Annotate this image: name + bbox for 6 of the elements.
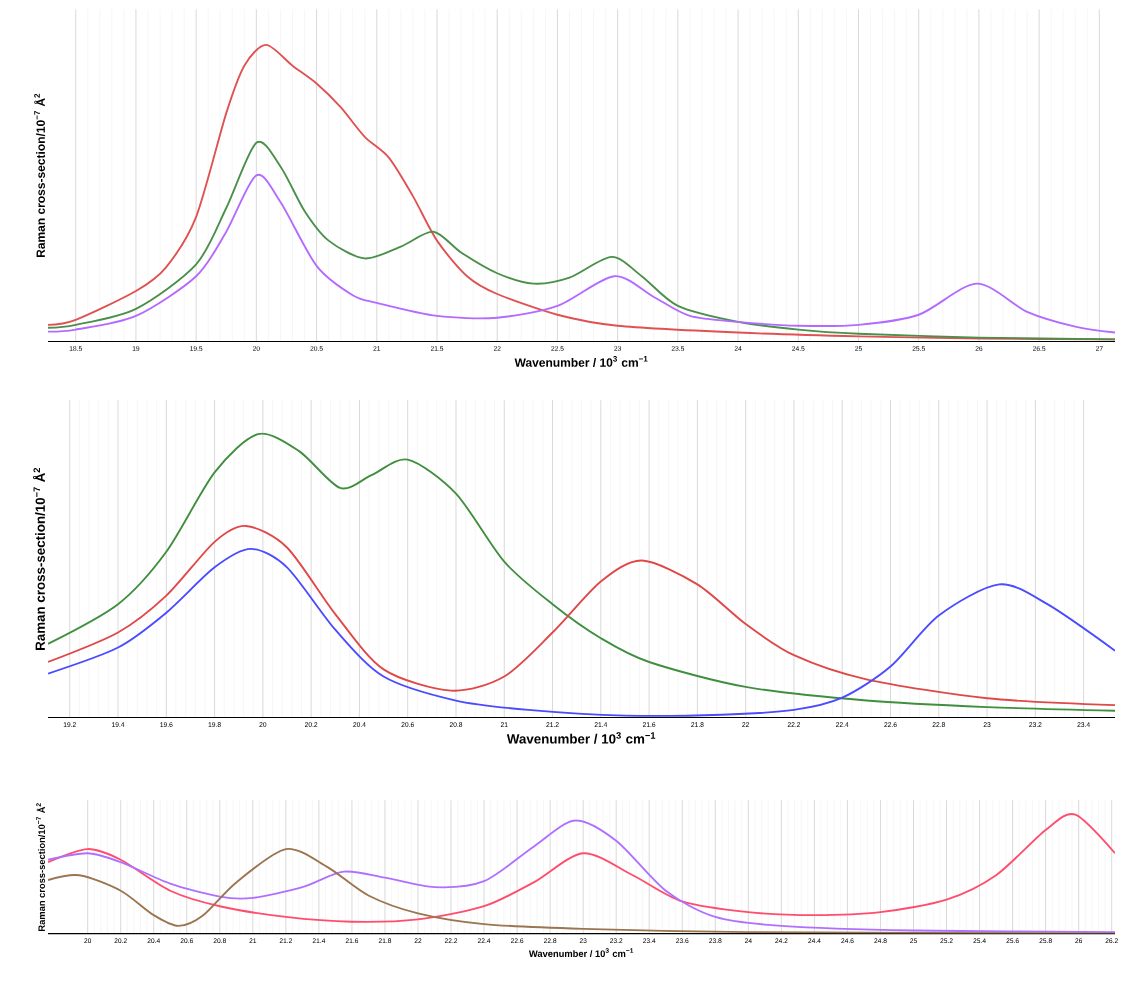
y-axis-title: Raman cross-section/10$^{−7}$ Å$^{2}$	[36, 803, 46, 932]
y-axis-title: Raman cross-section/10$^{−7}$ Å$^{2}$	[33, 467, 46, 650]
y-axis-title: Raman cross-section/10$^{−7}$ Å$^{2}$	[34, 93, 46, 258]
x-axis-title: Wavenumber / 10$^{3}$ cm$^{−1}$	[506, 732, 656, 744]
x-axis-title: Wavenumber / 10$^{3}$ cm$^{−1}$	[514, 356, 648, 367]
x-axis-title: Wavenumber / 10$^{3}$ cm$^{−1}$	[528, 948, 634, 958]
